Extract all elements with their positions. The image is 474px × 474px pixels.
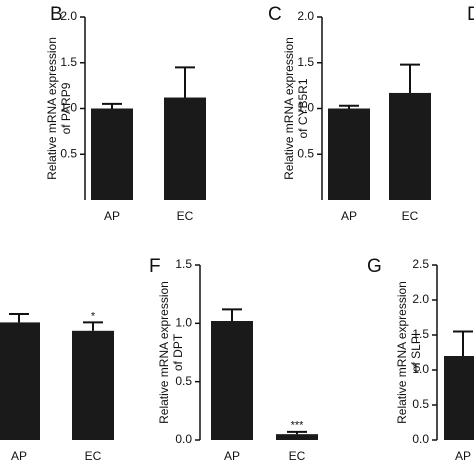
y-tick-label: 1.5	[175, 257, 192, 271]
y-tick-label: 0.0	[175, 432, 192, 446]
annotation: ***	[291, 420, 305, 432]
panel-letter: G	[367, 256, 382, 277]
y-tick-label: 1.0	[412, 362, 429, 376]
y-tick-label: 1.5	[412, 327, 429, 341]
panel-letter: C	[268, 4, 282, 25]
y-axis-label: Relative mRNA expressionof CYB5R1	[282, 37, 310, 180]
y-tick-label: 0.5	[412, 397, 429, 411]
x-tick-label: EC	[289, 449, 306, 463]
bar	[91, 108, 133, 200]
x-tick-label: EC	[402, 209, 419, 223]
y-tick-label: 1.0	[175, 316, 192, 330]
panel-letter: B	[50, 4, 63, 25]
y-tick-label: 0.5	[60, 146, 77, 160]
bar	[211, 321, 253, 440]
bar	[164, 97, 206, 200]
x-tick-label: AP	[104, 209, 120, 223]
y-axis-label: Relative mRNA expressionof PARP9	[45, 37, 73, 180]
panel-letter: F	[149, 256, 161, 277]
y-axis-label: Relative mRNA expressionof SLPI	[395, 281, 423, 424]
bar	[276, 434, 318, 440]
y-tick-label: 2.0	[60, 9, 77, 23]
y-tick-label: 1.0	[297, 101, 314, 115]
bar	[0, 322, 40, 440]
annotation: *	[91, 310, 96, 322]
x-tick-label: AP	[341, 209, 357, 223]
y-tick-label: 0.5	[175, 374, 192, 388]
x-tick-label: EC	[177, 209, 194, 223]
y-tick-label: 2.0	[412, 292, 429, 306]
x-tick-label: EC	[85, 449, 102, 463]
y-tick-label: 2.0	[297, 9, 314, 23]
x-tick-label: AP	[455, 449, 471, 463]
bar	[328, 108, 370, 200]
y-axis-label: Relative mRNA expressionof DPT	[157, 281, 185, 424]
y-tick-label: 1.5	[297, 55, 314, 69]
panel-letter: D	[467, 4, 474, 25]
x-tick-label: AP	[224, 449, 240, 463]
bar	[389, 92, 431, 200]
y-tick-label: 0.0	[412, 432, 429, 446]
y-tick-label: 0.5	[297, 146, 314, 160]
y-tick-label: 1.5	[60, 55, 77, 69]
bar	[444, 356, 474, 440]
bar	[72, 330, 114, 440]
y-tick-label: 2.5	[412, 257, 429, 271]
x-tick-label: AP	[11, 449, 27, 463]
y-tick-label: 1.0	[60, 101, 77, 115]
